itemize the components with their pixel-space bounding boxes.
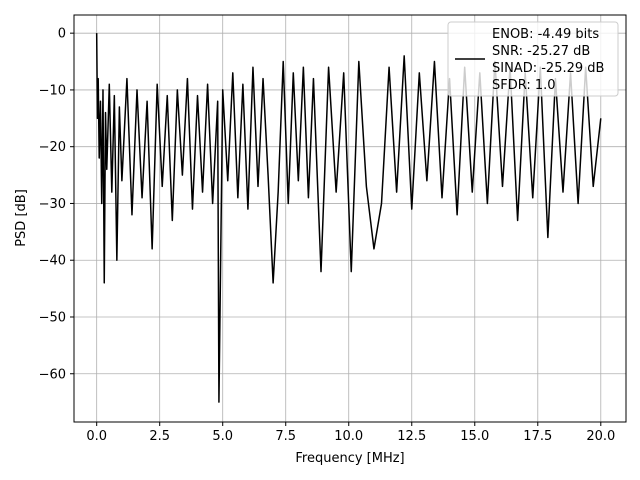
y-tick-label: 0 xyxy=(58,27,66,42)
x-tick-label: 2.5 xyxy=(149,429,170,444)
x-tick-label: 17.5 xyxy=(523,429,552,444)
plot-frame xyxy=(73,14,627,423)
y-axis-ticks: 0 −10 −20 −30 −40 −50 −60 xyxy=(39,27,74,382)
y-axis-label: PSD [dB] xyxy=(14,189,29,247)
legend-entry-snr: SNR: -25.27 dB xyxy=(492,44,590,59)
x-tick-label: 10.0 xyxy=(334,429,363,444)
legend-entry-sfdr: SFDR: 1.0 xyxy=(492,78,556,93)
x-tick-label: 12.5 xyxy=(397,429,426,444)
y-tick-label: −60 xyxy=(39,367,66,382)
x-axis-ticks: 0.0 2.5 5.0 7.5 10.0 12.5 15.0 17.5 20.0 xyxy=(86,422,615,444)
series-layer xyxy=(95,33,602,403)
psd-series-line xyxy=(95,33,602,403)
y-tick-label: −40 xyxy=(39,254,66,269)
x-tick-label: 7.5 xyxy=(275,429,296,444)
x-tick-label: 0.0 xyxy=(86,429,107,444)
legend-box xyxy=(447,21,619,97)
y-tick-label: −20 xyxy=(39,140,66,155)
legend-entry-sinad: SINAD: -25.29 dB xyxy=(492,61,604,76)
y-tick-label: −30 xyxy=(39,197,66,212)
x-tick-label: 5.0 xyxy=(212,429,233,444)
legend: ENOB: -4.49 bits SNR: -25.27 dB SINAD: -… xyxy=(447,21,619,97)
x-tick-label: 20.0 xyxy=(586,429,615,444)
y-tick-label: −50 xyxy=(39,310,66,325)
x-tick-label: 15.0 xyxy=(460,429,489,444)
y-tick-label: −10 xyxy=(39,83,66,98)
x-axis-label: Frequency [MHz] xyxy=(295,451,404,466)
legend-entry-enob: ENOB: -4.49 bits xyxy=(492,27,599,42)
